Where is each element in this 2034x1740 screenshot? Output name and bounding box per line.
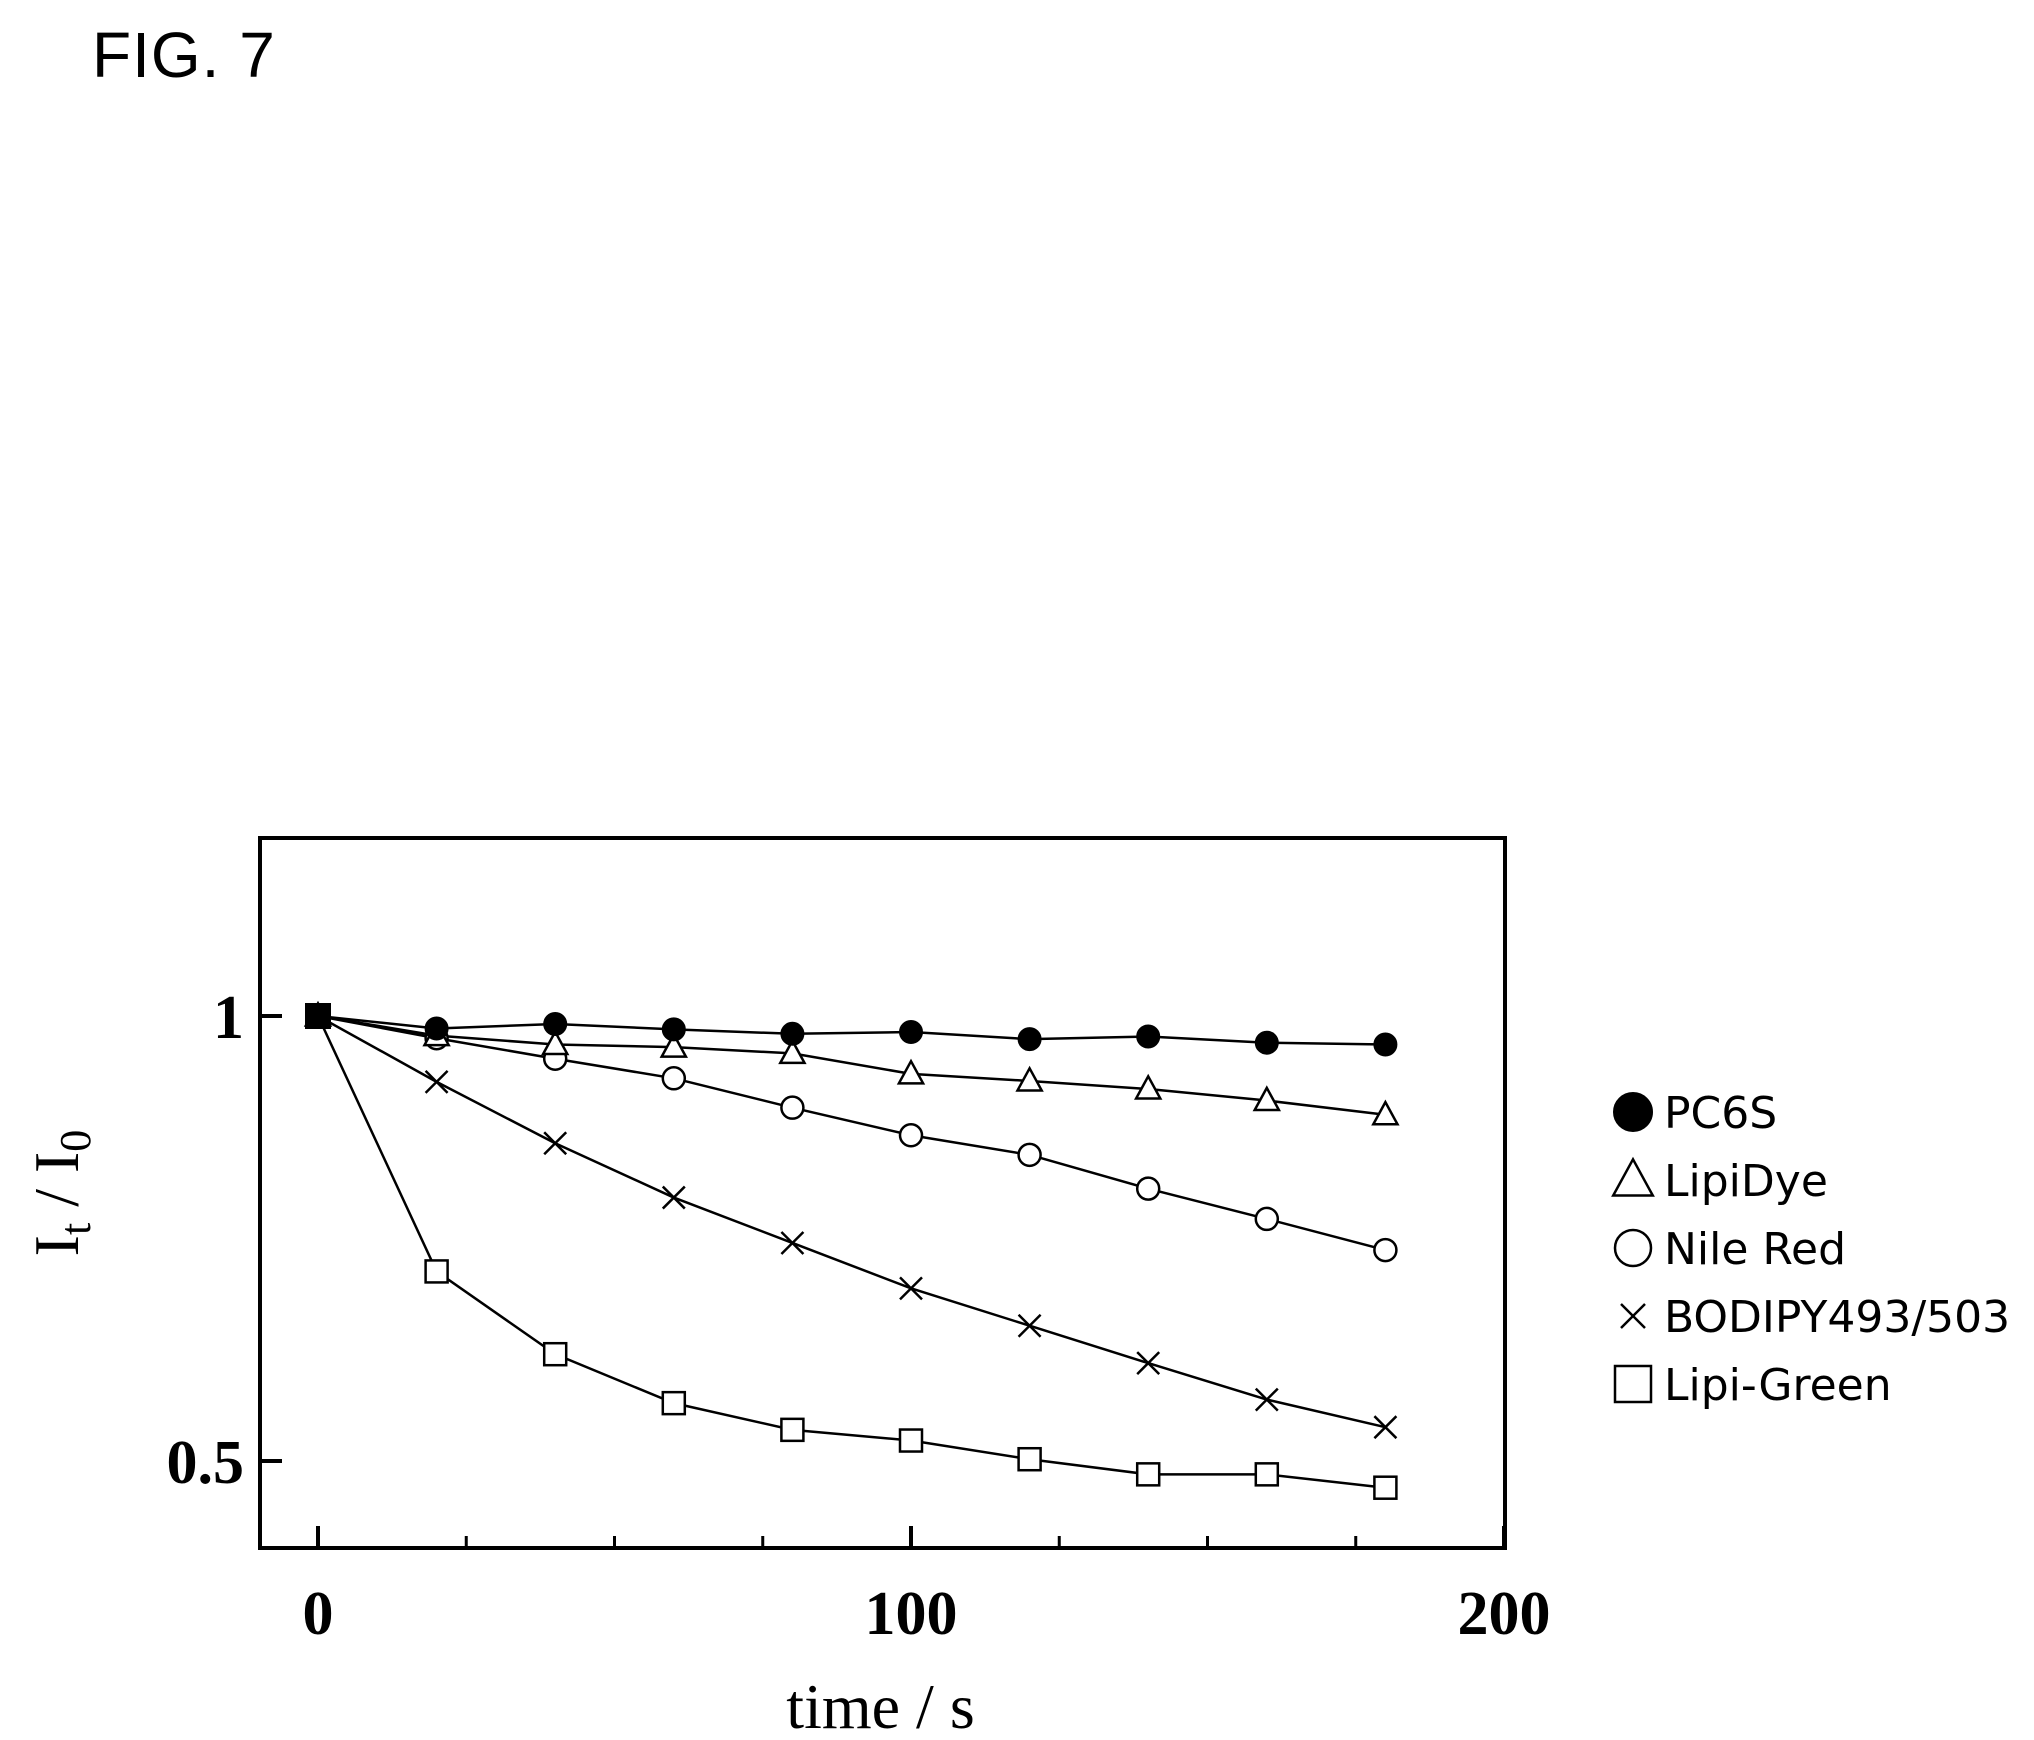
legend-label: LipiDye: [1664, 1156, 1828, 1207]
y-tick-label: 0.5: [167, 1429, 245, 1497]
marker-open-square: [1613, 1364, 1653, 1404]
series-line: [317, 1014, 1386, 1117]
marker-open-square: [1254, 1462, 1280, 1487]
marker-open-square: [780, 1417, 805, 1443]
marker-open-square: [1135, 1462, 1161, 1487]
marker-open-triangle: [1133, 1073, 1163, 1100]
marker-open-triangle: [896, 1058, 926, 1085]
marker-open-triangle: [1611, 1156, 1655, 1197]
legend-label: Nile Red: [1664, 1224, 1846, 1275]
x-tick-label: 0: [303, 1580, 334, 1648]
marker-cross: [661, 1185, 686, 1210]
legend-label: Lipi-Green: [1664, 1360, 1892, 1411]
marker-cross: [424, 1069, 449, 1094]
marker-open-triangle: [1371, 1099, 1400, 1126]
marker-open-triangle: [540, 1029, 570, 1056]
marker-cross-stroke: [1254, 1387, 1279, 1412]
marker-open-square: [661, 1390, 687, 1416]
tick-labels: 0 100 200 1 0.5: [167, 984, 1551, 1648]
marker-cross: [1017, 1313, 1042, 1338]
marker-cross: [780, 1231, 805, 1255]
marker-cross-stroke: [1620, 1303, 1646, 1329]
marker-start-point: [305, 1003, 331, 1029]
series-line: [317, 1014, 1386, 1429]
series-lines: [316, 1014, 1386, 1489]
marker-filled-circle: [899, 1020, 923, 1045]
marker-filled-circle: [1017, 1027, 1042, 1052]
marker-open-circle: [1017, 1142, 1042, 1168]
marker-filled-circle: [1613, 1092, 1653, 1132]
marker-open-circle: [898, 1123, 924, 1148]
y-title-sub1: t: [51, 1223, 100, 1235]
x-tick-label: 200: [1458, 1580, 1551, 1648]
series-line: [316, 1015, 1386, 1489]
marker-cross-stroke: [899, 1276, 923, 1301]
marker-filled-circle: [661, 1017, 686, 1042]
marker-cross-stroke: [543, 1131, 568, 1156]
marker-cross-stroke: [780, 1231, 805, 1255]
figure-label: FIG. 7: [92, 19, 276, 91]
y-title-sep: / I: [21, 1152, 92, 1223]
marker-cross: [1373, 1415, 1398, 1440]
marker-open-triangle: [1252, 1085, 1282, 1112]
marker-cross: [543, 1131, 568, 1156]
marker-cross: [1620, 1303, 1646, 1329]
marker-open-circle: [1613, 1228, 1653, 1268]
legend-label: BODIPY493/503: [1664, 1292, 2010, 1343]
y-title-main: I: [21, 1235, 92, 1256]
marker-cross-stroke: [1136, 1351, 1161, 1375]
marker-cross: [899, 1276, 923, 1301]
marker-cross-stroke: [1017, 1313, 1042, 1338]
x-axis-title: time / s: [786, 1671, 974, 1740]
legend: PC6S LipiDye Nile Red BODIPY493/503 Lipi-Gre…: [1611, 1088, 2010, 1411]
marker-open-square: [1373, 1475, 1398, 1500]
marker-open-circle: [1135, 1176, 1161, 1201]
series-line: [317, 1014, 1386, 1046]
legend-label: PC6S: [1664, 1088, 1777, 1139]
marker-open-circle: [1373, 1237, 1398, 1263]
marker-filled-circle: [780, 1021, 805, 1046]
marker-cross-stroke: [424, 1069, 449, 1094]
marker-open-circle: [780, 1095, 805, 1120]
y-tick-label: 1: [213, 984, 244, 1052]
marker-open-triangle: [778, 1038, 807, 1065]
marker-open-square: [542, 1341, 568, 1367]
marker-open-triangle: [659, 1031, 689, 1058]
marker-open-square: [424, 1259, 449, 1284]
marker-open-triangle: [1015, 1065, 1044, 1092]
marker-filled-circle: [1254, 1030, 1279, 1055]
marker-cross-stroke: [661, 1185, 686, 1210]
marker-open-circle: [1254, 1206, 1280, 1232]
marker-open-square: [1017, 1446, 1042, 1472]
series-markers: [303, 1000, 1400, 1500]
marker-filled-circle: [424, 1016, 449, 1041]
marker-cross: [1254, 1387, 1279, 1412]
marker-filled-circle: [1373, 1032, 1398, 1057]
marker-cross: [1136, 1351, 1161, 1375]
marker-filled-circle: [1136, 1024, 1161, 1049]
marker-open-square: [898, 1428, 924, 1453]
x-tick-label: 100: [865, 1580, 958, 1648]
marker-open-circle: [661, 1066, 687, 1091]
marker-cross-stroke: [1373, 1415, 1398, 1440]
marker-filled-circle: [543, 1012, 568, 1037]
series-line: [317, 1014, 1386, 1252]
y-title-sub2: 0: [51, 1130, 100, 1152]
y-axis-title: It / I0: [21, 1130, 100, 1257]
plot-frame: [258, 836, 1507, 1550]
